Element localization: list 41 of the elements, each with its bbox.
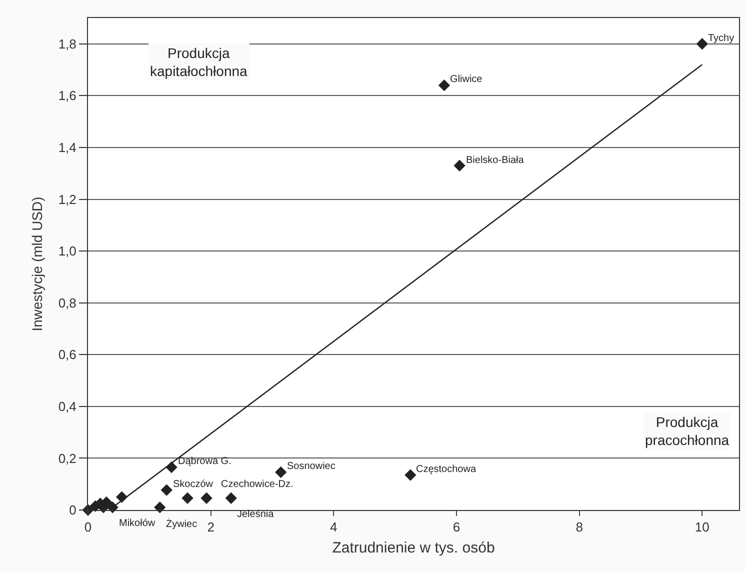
- point: [200, 492, 212, 504]
- point: [696, 38, 708, 50]
- annotation: Produkcja kapitałochłonna: [150, 45, 248, 80]
- point: [404, 469, 416, 481]
- annotation: Jeleśnia: [237, 509, 274, 520]
- y-tick-label: 1,2: [58, 192, 76, 207]
- annotation: Tychy: [708, 33, 734, 44]
- y-tick-label: 0,4: [58, 398, 76, 414]
- x-axis-title: Zatrudnienie w tys. osób: [332, 540, 495, 557]
- x-tick-label: 0: [84, 520, 92, 535]
- annotation: Dąbrowa G.: [178, 456, 232, 467]
- y-tick-label: 0,2: [58, 450, 76, 466]
- annotation: Czechowice-Dz.: [221, 479, 294, 490]
- annotation: Bielsko-Biała: [466, 155, 524, 166]
- annotation: Sosnowiec: [287, 461, 336, 472]
- annotation: Skoczów: [173, 479, 214, 490]
- point: [438, 79, 450, 92]
- x-tick-label: 2: [207, 520, 214, 535]
- point: [225, 492, 237, 504]
- y-tick-label: 0: [69, 502, 76, 518]
- annotation: Produkcja pracochłonna: [645, 414, 730, 448]
- annotation: Gliwice: [450, 74, 483, 85]
- y-tick-label: 0,8: [58, 295, 76, 310]
- point: [274, 466, 287, 478]
- y-axis-title: Inwestycje (mld USD): [28, 196, 45, 332]
- x-tick-label: 4: [330, 520, 338, 535]
- x-tick-label: 8: [576, 520, 583, 535]
- annotation: Mikołów: [119, 518, 156, 529]
- x-tick-label: 10: [694, 520, 710, 535]
- point: [454, 160, 466, 172]
- point: [160, 484, 172, 496]
- x-tick-label: 6: [452, 520, 460, 535]
- y-tick-label: 1,8: [58, 36, 76, 52]
- y-tick-label: 1,0: [58, 244, 76, 259]
- y-tick-label: 1,4: [58, 140, 76, 156]
- annotation: Częstochowa: [416, 464, 476, 475]
- annotation: Żywiec: [166, 518, 198, 530]
- y-tick-label: 0,6: [58, 347, 76, 362]
- point: [182, 492, 194, 504]
- y-tick-label: 1,6: [58, 88, 76, 104]
- point: [154, 502, 166, 514]
